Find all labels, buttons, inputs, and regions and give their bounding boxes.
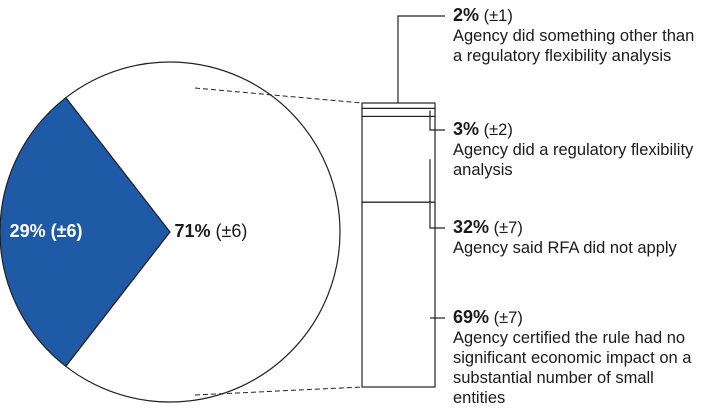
segment-error-label: (±2) xyxy=(483,121,513,139)
connector xyxy=(194,386,363,396)
segment-value-label: 2% xyxy=(453,5,480,25)
bar-segment xyxy=(361,107,436,117)
segment-value-label: 3% xyxy=(453,119,480,139)
segment-description: Agency certified the rule had no signifi… xyxy=(453,329,692,407)
pie-label: 29% (±6) xyxy=(10,221,83,242)
bar-segment xyxy=(361,201,436,388)
segment-label: 2% (±1) Agency did something other than a… xyxy=(453,5,703,66)
pie-value-label: 71% xyxy=(174,221,211,241)
segment-label: 3% (±2) Agency did a regulatory flexibili… xyxy=(453,119,703,180)
pie-value-label: 29% xyxy=(9,221,46,241)
segment-description: Agency did a regulatory flexibility anal… xyxy=(453,141,694,179)
pie-error-label: (±6) xyxy=(50,221,83,241)
segment-label: 69% (±7) Agency certified the rule had no… xyxy=(453,307,703,408)
leader-line xyxy=(429,159,445,229)
segment-description: Agency did something other than a regula… xyxy=(453,27,695,65)
segment-value-label: 69% xyxy=(453,307,490,327)
segment-label: 32% (±7) Agency said RFA did not apply xyxy=(453,217,703,258)
bar-segment xyxy=(361,115,436,203)
segment-error-label: (±7) xyxy=(493,309,523,327)
leader-line xyxy=(429,110,445,131)
segment-error-label: (±7) xyxy=(493,219,523,237)
connector xyxy=(194,87,363,104)
pie-error-label: (±6) xyxy=(215,221,248,241)
pie-slice xyxy=(64,61,341,403)
pie-slice xyxy=(0,96,171,368)
segment-value-label: 32% xyxy=(453,217,490,237)
segment-description: Agency said RFA did not apply xyxy=(453,239,677,257)
segment-error-label: (±1) xyxy=(483,7,513,25)
leader-line xyxy=(397,15,445,103)
bar-segment xyxy=(361,102,436,109)
pie-label: 71% (±6) xyxy=(175,221,248,242)
